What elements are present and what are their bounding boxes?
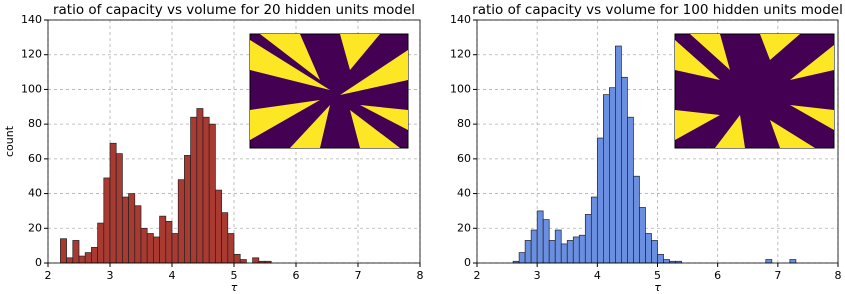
x-axis-label: τ — [231, 281, 238, 294]
x-tick-label: 4 — [169, 269, 176, 282]
bar — [135, 206, 141, 263]
bar — [240, 260, 246, 263]
inset-image — [675, 34, 834, 148]
bar — [597, 138, 603, 263]
bar — [549, 240, 555, 263]
bar — [178, 180, 184, 263]
bar — [573, 237, 579, 263]
y-tick-label: 120 — [21, 48, 42, 61]
bar — [228, 233, 234, 263]
bar — [184, 155, 190, 263]
y-tick-label: 60 — [457, 152, 471, 165]
y-tick-label: 40 — [28, 187, 42, 200]
bar — [166, 221, 172, 263]
bar — [658, 254, 664, 263]
x-axis-label: τ — [654, 281, 661, 294]
bar — [253, 258, 259, 263]
y-tick-label: 40 — [457, 187, 471, 200]
bar — [110, 143, 116, 263]
bar — [215, 190, 221, 263]
bar — [603, 95, 609, 263]
bar — [67, 258, 73, 263]
y-tick-label: 0 — [464, 256, 471, 269]
bar — [585, 214, 591, 263]
bar — [98, 223, 104, 263]
bar — [531, 230, 537, 263]
y-tick-label: 140 — [450, 13, 471, 26]
bar — [621, 77, 627, 263]
y-tick-label: 140 — [21, 13, 42, 26]
inset-image — [250, 34, 408, 148]
bar — [153, 237, 159, 263]
x-tick-label: 4 — [594, 269, 601, 282]
x-tick-label: 8 — [835, 269, 842, 282]
bar — [615, 46, 621, 263]
bar — [664, 260, 670, 263]
x-tick-label: 7 — [774, 269, 781, 282]
bar — [651, 240, 657, 263]
bar — [85, 253, 91, 263]
bar — [197, 109, 203, 263]
figure: 0204060801001201402345678 02040608010012… — [0, 0, 845, 294]
bar — [160, 216, 166, 263]
bar — [766, 260, 772, 263]
x-tick-label: 2 — [45, 269, 52, 282]
chart-title: ratio of capacity vs volume for 20 hidde… — [53, 2, 415, 18]
bar — [561, 244, 567, 263]
bar — [73, 240, 79, 263]
bar — [537, 211, 543, 263]
y-tick-label: 0 — [35, 256, 42, 269]
bar — [543, 220, 549, 263]
y-tick-label: 120 — [450, 48, 471, 61]
y-tick-label: 80 — [28, 117, 42, 130]
bar — [555, 230, 561, 263]
y-tick-label: 60 — [28, 152, 42, 165]
x-tick-label: 2 — [474, 269, 481, 282]
bar — [116, 154, 122, 263]
bar — [579, 235, 585, 263]
bar — [234, 254, 240, 263]
bar — [591, 197, 597, 263]
bar — [60, 239, 66, 263]
bar — [790, 260, 796, 263]
y-axis-label: count — [3, 125, 16, 157]
x-tick-label: 6 — [714, 269, 721, 282]
bar — [91, 247, 97, 263]
bar — [525, 240, 531, 263]
x-tick-label: 3 — [107, 269, 114, 282]
bar — [122, 197, 128, 263]
bar — [645, 233, 651, 263]
y-tick-label: 100 — [21, 82, 42, 95]
bar — [203, 117, 209, 263]
bar — [567, 240, 573, 263]
y-tick-label: 20 — [457, 221, 471, 234]
x-tick-label: 6 — [293, 269, 300, 282]
bar — [519, 253, 525, 263]
bar — [639, 207, 645, 263]
bar — [147, 233, 153, 263]
bar — [209, 124, 215, 263]
x-tick-label: 3 — [534, 269, 541, 282]
y-tick-label: 20 — [28, 221, 42, 234]
bar — [141, 228, 147, 263]
bar — [172, 233, 178, 263]
bar — [79, 256, 85, 263]
bar — [129, 194, 135, 263]
bar — [609, 88, 615, 263]
y-tick-label: 100 — [450, 82, 471, 95]
bar — [191, 117, 197, 263]
bar — [627, 117, 633, 263]
bar — [222, 213, 228, 263]
bar — [104, 178, 110, 263]
bar — [633, 176, 639, 263]
y-tick-label: 80 — [457, 117, 471, 130]
x-tick-label: 8 — [417, 269, 424, 282]
chart-title: ratio of capacity vs volume for 100 hidd… — [472, 2, 843, 18]
x-tick-label: 7 — [355, 269, 362, 282]
